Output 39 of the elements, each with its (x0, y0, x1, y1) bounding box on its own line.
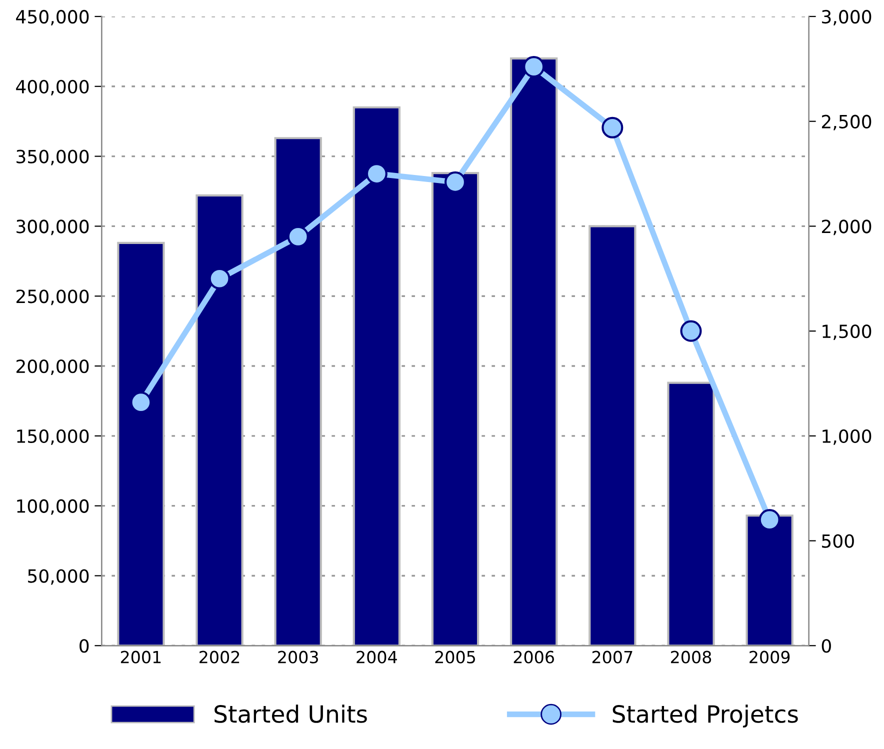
y-tick-label: 300,000 (16, 220, 89, 236)
y2-tick-label: 2,500 (822, 114, 872, 130)
bar (588, 225, 636, 646)
y2-tick-label: 1,000 (822, 429, 872, 445)
y-tick-label: 350,000 (16, 150, 89, 166)
bar (274, 137, 322, 646)
y-tick-label: 0 (80, 639, 89, 653)
bar (196, 194, 244, 646)
x-tick-label: 2007 (592, 650, 632, 664)
y-tick-label: 400,000 (16, 80, 89, 96)
x-tick-label: 2008 (671, 650, 712, 664)
point (680, 320, 702, 342)
y-tick-label: 150,000 (17, 429, 89, 445)
x-tick-label: 2002 (200, 650, 240, 664)
x-tick-label: 2005 (435, 650, 476, 664)
point (602, 116, 624, 138)
y2-tick-label: 0 (822, 639, 831, 653)
y-tick-label: 100,000 (17, 499, 89, 515)
bar (431, 172, 480, 646)
y2-tick-label: 1,500 (822, 324, 872, 340)
x-tick-label: 2006 (514, 650, 554, 664)
x-tick-label: 2004 (356, 650, 397, 664)
x-tick-label: 2009 (750, 650, 790, 664)
y-tick-label: 50,000 (28, 569, 89, 585)
legend-label: Started Units (214, 704, 367, 723)
y2-tick-label: 3,000 (822, 10, 872, 26)
y-tick-label: 450,000 (16, 10, 89, 26)
x-tick-label: 2003 (278, 650, 318, 664)
point (523, 56, 545, 78)
y2-tick-label: 2,000 (822, 220, 872, 236)
x-tick-label: 2001 (120, 650, 161, 664)
y-tick-label: 250,000 (16, 290, 89, 306)
legend-label: Started Projetcs (612, 704, 798, 728)
bar (667, 382, 715, 646)
y2-tick-label: 500 (822, 534, 854, 548)
bar (117, 242, 165, 646)
bar (352, 106, 401, 646)
bar (510, 57, 558, 646)
y-tick-label: 200,000 (16, 359, 89, 375)
